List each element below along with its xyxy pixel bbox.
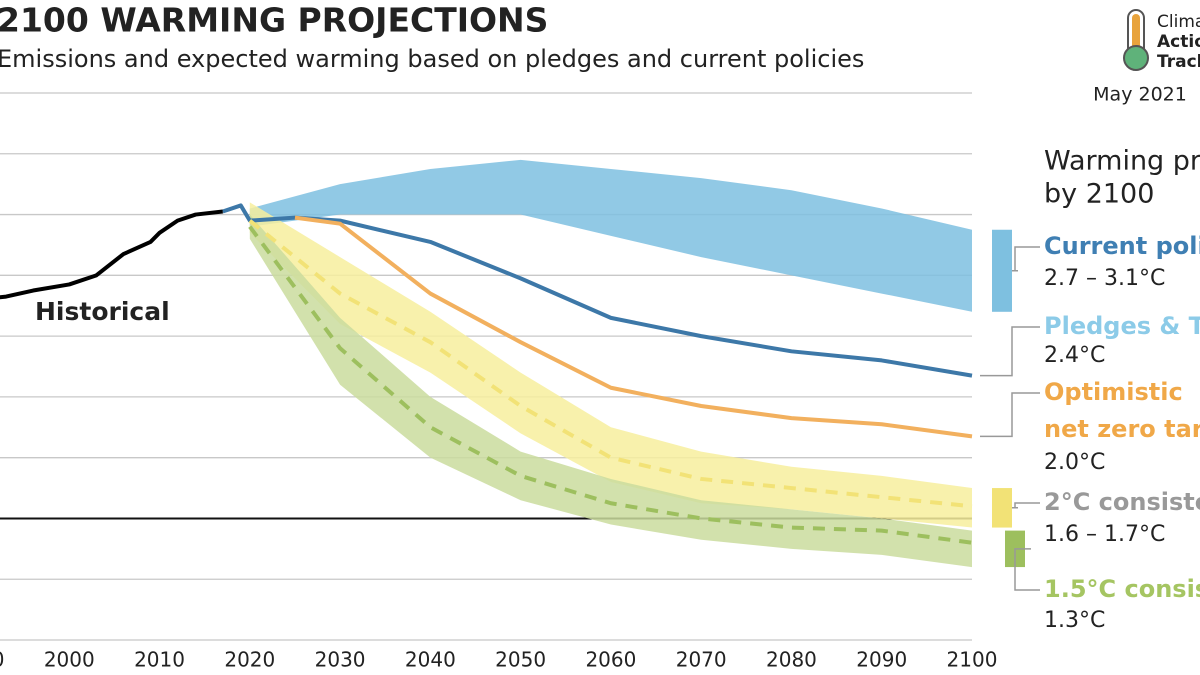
median-line <box>248 225 973 545</box>
legend-name: Current policies <box>1044 232 1200 260</box>
x-tick-label: 2060 <box>585 648 636 672</box>
median-line <box>248 219 973 509</box>
x-tick-label: 2010 <box>134 648 185 672</box>
connector <box>1014 548 1040 591</box>
connector <box>1012 246 1040 272</box>
x-tick-label: 2090 <box>856 648 907 672</box>
legend-warming: 2.7 – 3.1°C <box>1044 266 1165 291</box>
x-tick-label: 2080 <box>766 648 817 672</box>
legend-warming: 2.0°C <box>1044 450 1105 475</box>
connector <box>980 392 1040 438</box>
logo-text: Climate <box>1157 12 1200 32</box>
projection-line <box>294 215 973 439</box>
chart-subtitle: Emissions and expected warming based on … <box>0 45 864 73</box>
legend-warming: 1.3°C <box>1044 608 1105 633</box>
x-tick-label: 1990 <box>0 648 4 672</box>
date: May 2021 <box>1093 84 1187 106</box>
connector <box>980 326 1040 377</box>
range-band <box>249 202 972 528</box>
x-tick-label: 2070 <box>676 648 727 672</box>
legend-name: 1.5°C consistent <box>1044 575 1200 603</box>
range-bar <box>992 229 1012 312</box>
legend-title: Warming projections <box>1044 146 1200 177</box>
x-tick-label: 2050 <box>495 648 546 672</box>
logo-icon <box>1123 9 1149 71</box>
logo-text: Action <box>1157 32 1200 52</box>
legend-title: by 2100 <box>1044 179 1154 210</box>
x-tick-label: 2020 <box>224 648 275 672</box>
x-tick-label: 2030 <box>315 648 366 672</box>
projection-line <box>222 203 973 378</box>
legend-warming: 1.6 – 1.7°C <box>1044 522 1165 547</box>
range-band <box>249 159 972 312</box>
historical-line <box>0 209 223 300</box>
x-tick-label: 2100 <box>947 648 998 672</box>
legend-name: Optimistic net zero targets <box>1044 378 1200 443</box>
legend-name: 2°C consistent <box>1044 488 1200 516</box>
historical-label: Historical <box>35 297 170 326</box>
range-bar <box>992 488 1012 528</box>
legend-name: Pledges & Targets <box>1044 312 1200 340</box>
chart-title: 2100 WARMING PROJECTIONS <box>0 1 548 40</box>
connector <box>1012 502 1040 509</box>
legend-warming: 2.4°C <box>1044 343 1105 368</box>
x-tick-label: 2040 <box>405 648 456 672</box>
x-tick-label: 2000 <box>44 648 95 672</box>
logo-text: Tracker <box>1157 52 1200 72</box>
